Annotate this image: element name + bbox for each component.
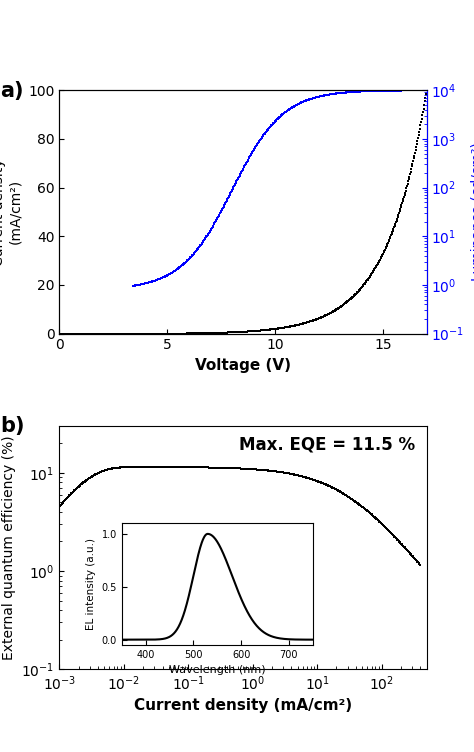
Text: Max. EQE = 11.5 %: Max. EQE = 11.5 % bbox=[239, 435, 416, 453]
Y-axis label: External quantum efficiency (%): External quantum efficiency (%) bbox=[1, 435, 16, 660]
X-axis label: Current density (mA/cm²): Current density (mA/cm²) bbox=[134, 699, 352, 714]
Text: a): a) bbox=[0, 80, 24, 101]
X-axis label: Voltage (V): Voltage (V) bbox=[195, 358, 291, 373]
Y-axis label: Current density
(mA/cm²): Current density (mA/cm²) bbox=[0, 158, 22, 265]
Y-axis label: Luminance (cd/cm²): Luminance (cd/cm²) bbox=[470, 142, 474, 281]
Text: b): b) bbox=[0, 417, 25, 436]
